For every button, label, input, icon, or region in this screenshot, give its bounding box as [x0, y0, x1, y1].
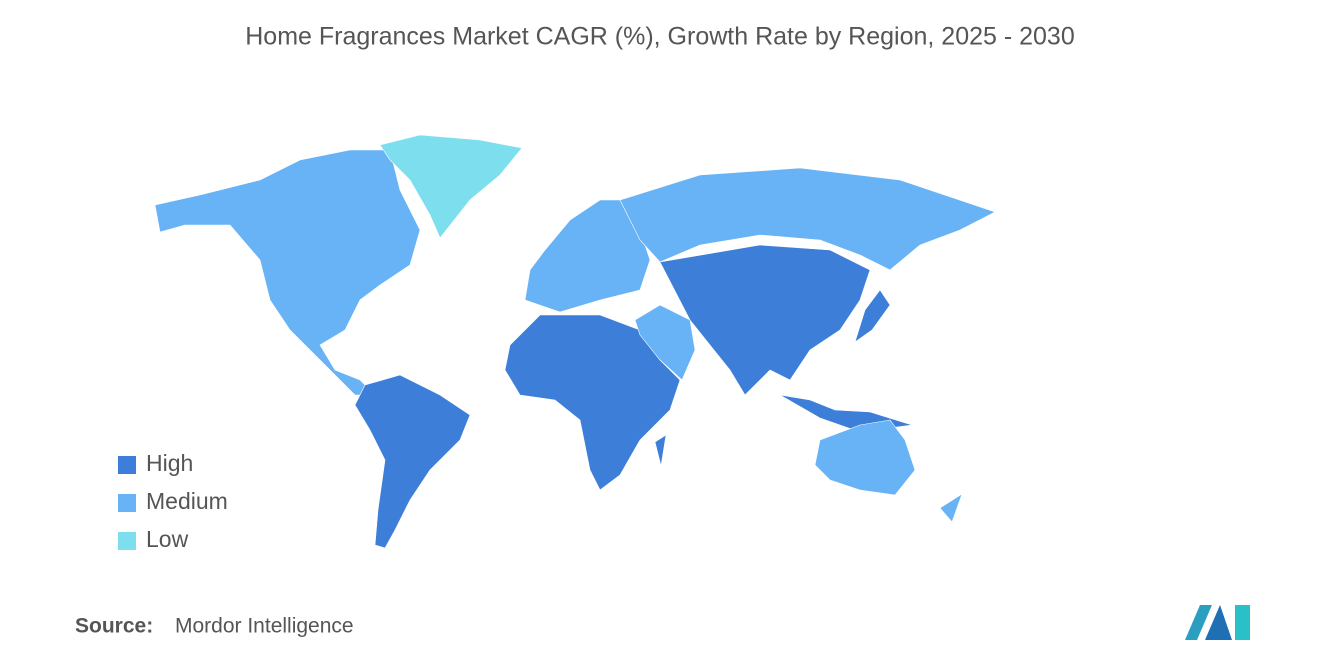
logo-shape — [1235, 605, 1250, 640]
chart-title: Home Fragrances Market CAGR (%), Growth … — [245, 23, 1075, 51]
legend-swatch — [118, 532, 136, 550]
legend-label: Low — [146, 526, 189, 552]
south-america — [354, 374, 471, 549]
madagascar — [654, 434, 667, 467]
north-america — [154, 149, 421, 396]
logo-shape — [1185, 605, 1212, 640]
new-zealand — [939, 493, 963, 523]
middle-east — [634, 304, 696, 381]
legend: High Medium Low — [118, 450, 228, 552]
logo-shape — [1205, 605, 1232, 640]
japan — [854, 289, 891, 343]
russia — [619, 167, 996, 271]
africa — [504, 314, 681, 491]
australia — [814, 419, 916, 496]
greenland — [379, 134, 523, 239]
logo — [1185, 605, 1250, 640]
world-map — [154, 134, 996, 549]
legend-swatch — [118, 494, 136, 512]
asia — [659, 244, 871, 396]
source-label: Source: — [75, 615, 153, 638]
legend-swatch — [118, 456, 136, 474]
legend-label: Medium — [146, 488, 228, 514]
source-text: Mordor Intelligence — [175, 615, 354, 638]
legend-label: High — [146, 450, 193, 476]
